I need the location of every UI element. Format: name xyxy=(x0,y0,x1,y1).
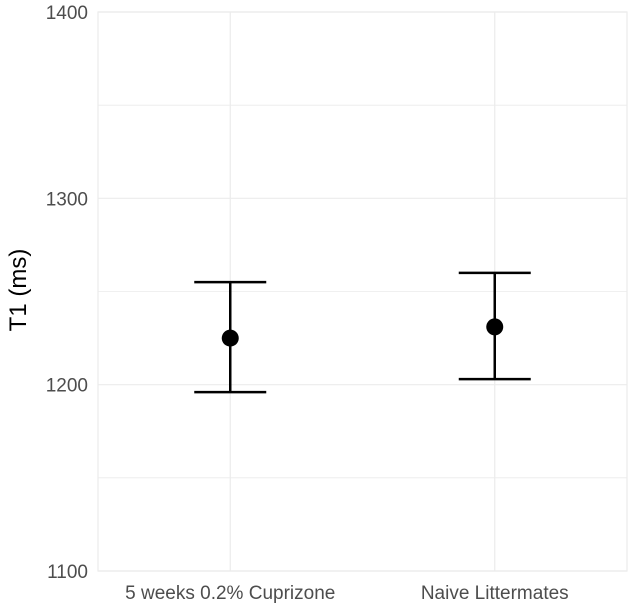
data-marks xyxy=(194,271,531,394)
x-tick-label: 5 weeks 0.2% Cuprizone xyxy=(125,583,335,604)
data-point xyxy=(221,329,239,347)
y-tick-label: 1400 xyxy=(46,3,88,24)
y-axis-title: T1 (ms) xyxy=(5,249,32,332)
y-tick-label: 1300 xyxy=(46,189,88,210)
data-point xyxy=(486,318,504,336)
y-tick-label: 1200 xyxy=(46,376,88,397)
x-axis: 5 weeks 0.2% Cuprizone Naive Littermates xyxy=(125,583,569,604)
x-tick-label: Naive Littermates xyxy=(421,583,569,604)
panel-border xyxy=(97,11,628,572)
y-axis: 1100 1200 1300 1400 xyxy=(46,3,88,583)
y-tick-label: 1100 xyxy=(47,562,88,583)
